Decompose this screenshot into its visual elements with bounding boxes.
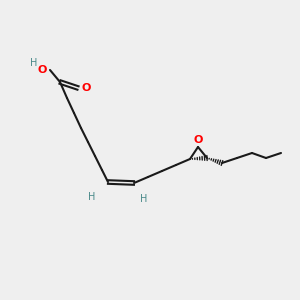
- Text: H: H: [140, 194, 147, 204]
- Text: O: O: [193, 135, 203, 145]
- Text: H: H: [88, 192, 95, 202]
- Text: H: H: [30, 58, 37, 68]
- Text: O: O: [82, 83, 92, 93]
- Text: O: O: [38, 65, 47, 75]
